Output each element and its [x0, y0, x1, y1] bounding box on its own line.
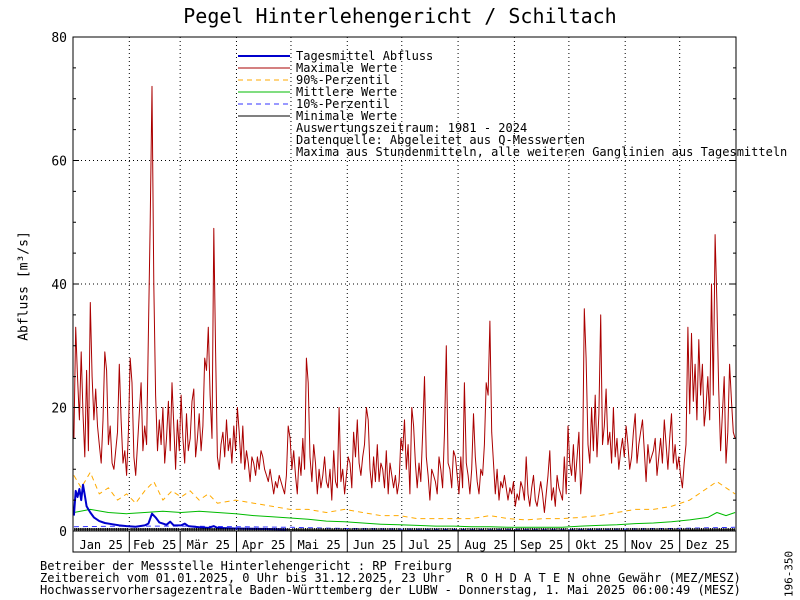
series-line-4	[73, 508, 736, 528]
month-label: Sep 25	[520, 538, 563, 552]
month-label: Jun 25	[353, 538, 396, 552]
month-label: Dez 25	[686, 538, 729, 552]
y-tick-label: 80	[51, 31, 67, 46]
y-tick-label: 20	[51, 402, 67, 417]
axes	[72, 36, 737, 553]
y-tick-label: 60	[51, 155, 67, 170]
legend-info-line: Datenquelle: Abgeleitet aus Q-Messwerten	[296, 133, 585, 147]
month-label: Apr 25	[242, 538, 285, 552]
legend-label: Maximale Werte	[296, 61, 397, 75]
month-label: Aug 25	[465, 538, 508, 552]
plot-frame	[72, 36, 737, 553]
legend-label: 10%-Perzentil	[296, 97, 390, 111]
y-tick-label: 0	[59, 525, 67, 540]
y-axis-label: Abfluss [m³/s]	[16, 231, 32, 341]
side-code-label: 196-350	[782, 550, 796, 598]
legend-label: Mittlere Werte	[296, 85, 397, 99]
month-labels: Jan 25 Feb 25 Mär 25 Apr 25 Mai 25 Jun 25 Jul …	[79, 538, 729, 552]
series-line-5	[73, 525, 736, 531]
month-label: Jul 25	[408, 538, 451, 552]
series-layer	[72, 85, 736, 531]
legend-info-line: Auswertungszeitraum: 1981 - 2024	[296, 121, 527, 135]
month-label: Nov 25	[631, 538, 674, 552]
legend-label: 90%-Perzentil	[296, 73, 390, 87]
month-label: Mär 25	[187, 538, 230, 552]
footer-timerange: Zeitbereich vom 01.01.2025, 0 Uhr bis 31…	[40, 571, 741, 585]
month-label: Okt 25	[575, 538, 618, 552]
legend-label: Tagesmittel Abfluss	[296, 49, 433, 63]
legend-label: Minimale Werte	[296, 109, 397, 123]
legend-info-line: Maxima aus Stundenmitteln, alle weiteren…	[296, 145, 787, 159]
grid-lines	[73, 37, 736, 531]
month-label: Feb 25	[133, 538, 176, 552]
y-tick-label: 40	[51, 278, 67, 293]
series-line-6	[73, 528, 736, 531]
y-tick-labels: 0 20 40 60 80	[51, 31, 67, 540]
footer-operator: Betreiber der Messstelle Hinterlehengeri…	[40, 559, 452, 573]
month-label: Mai 25	[297, 538, 340, 552]
month-label: Jan 25	[79, 538, 122, 552]
series-line-2	[73, 85, 736, 513]
series-line-3	[73, 471, 736, 521]
footer-source: Hochwasservorhersagezentrale Baden-Württ…	[40, 583, 741, 597]
series-line-1	[72, 483, 287, 531]
chart-title: Pegel Hinterlehengericht / Schiltach	[183, 4, 617, 28]
